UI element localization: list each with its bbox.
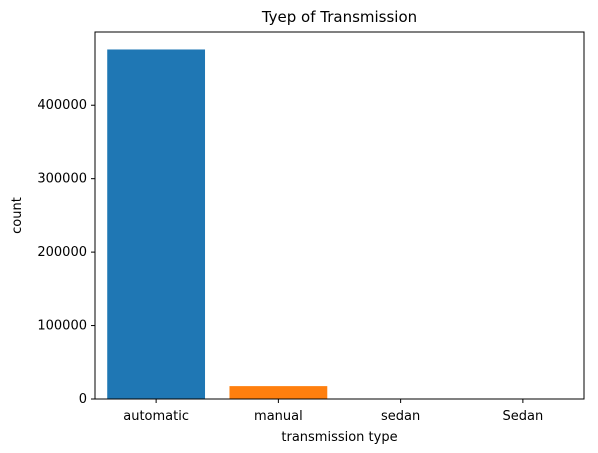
bar-manual [229,386,328,399]
x-tick-label: sedan [381,409,420,424]
y-axis-label: count [10,197,25,234]
axes-frame [94,31,585,400]
x-tick-label: Sedan [503,409,544,424]
y-tick-label: 100000 [37,319,87,334]
y-tick-label: 400000 [37,98,87,113]
y-tick-label: 200000 [37,245,87,260]
plot-area: 0 100000 200000 300000 400000 automatic manual… [37,31,585,424]
chart-title: Tyep of Transmission [261,8,417,26]
y-tick-label: 300000 [37,172,87,187]
x-axis-label: transmission type [281,430,397,445]
y-tick-label: 0 [79,392,87,407]
x-tick-label: manual [254,409,303,424]
x-tick-label: automatic [123,409,189,424]
bar-automatic [107,49,206,399]
